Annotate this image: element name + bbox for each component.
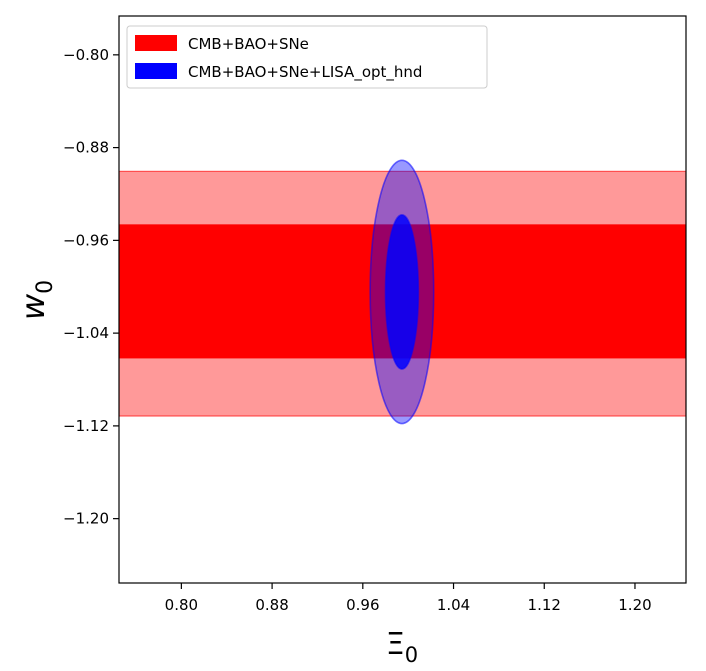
- y-tick-label: −1.12: [63, 417, 109, 435]
- ellipse-1sigma: [384, 214, 420, 370]
- y-tick-label: −0.88: [63, 139, 109, 157]
- x-axis-label-sub: 0: [405, 643, 418, 667]
- legend-label-cmb-bao-sne: CMB+BAO+SNe: [188, 35, 309, 53]
- legend-swatch-cmb-bao-sne-lisa: [135, 63, 177, 79]
- x-axis-ticks: 0.80 0.88 0.96 1.04 1.12 1.20: [165, 583, 652, 614]
- y-tick-label: −1.04: [63, 324, 109, 342]
- plot-frame: [118, 15, 687, 584]
- y-tick-label: −0.80: [63, 46, 109, 64]
- x-axis-label: Ξ0: [386, 627, 418, 667]
- y-tick-label: −1.20: [63, 510, 109, 528]
- y-axis-label: w0: [14, 280, 58, 320]
- x-axis-label-main: Ξ: [386, 627, 405, 662]
- x-tick-label: 0.96: [346, 596, 379, 614]
- y-axis-label-main: w: [14, 293, 52, 320]
- x-tick-label: 1.04: [437, 596, 470, 614]
- y-tick-label: −0.96: [63, 231, 109, 249]
- x-tick-label: 0.80: [165, 596, 198, 614]
- y-axis-label-sub: 0: [33, 280, 58, 294]
- legend: CMB+BAO+SNe CMB+BAO+SNe+LISA_opt_hnd: [126, 25, 488, 89]
- legend-box: [126, 25, 488, 89]
- data-layer: [119, 159, 686, 425]
- legend-label-cmb-bao-sne-lisa: CMB+BAO+SNe+LISA_opt_hnd: [188, 63, 422, 82]
- x-tick-label: 1.20: [618, 596, 651, 614]
- y-axis-ticks: −0.80 −0.88 −0.96 −1.04 −1.12 −1.20: [63, 46, 119, 528]
- x-tick-label: 0.88: [255, 596, 288, 614]
- legend-swatch-cmb-bao-sne: [135, 35, 177, 51]
- x-tick-label: 1.12: [528, 596, 561, 614]
